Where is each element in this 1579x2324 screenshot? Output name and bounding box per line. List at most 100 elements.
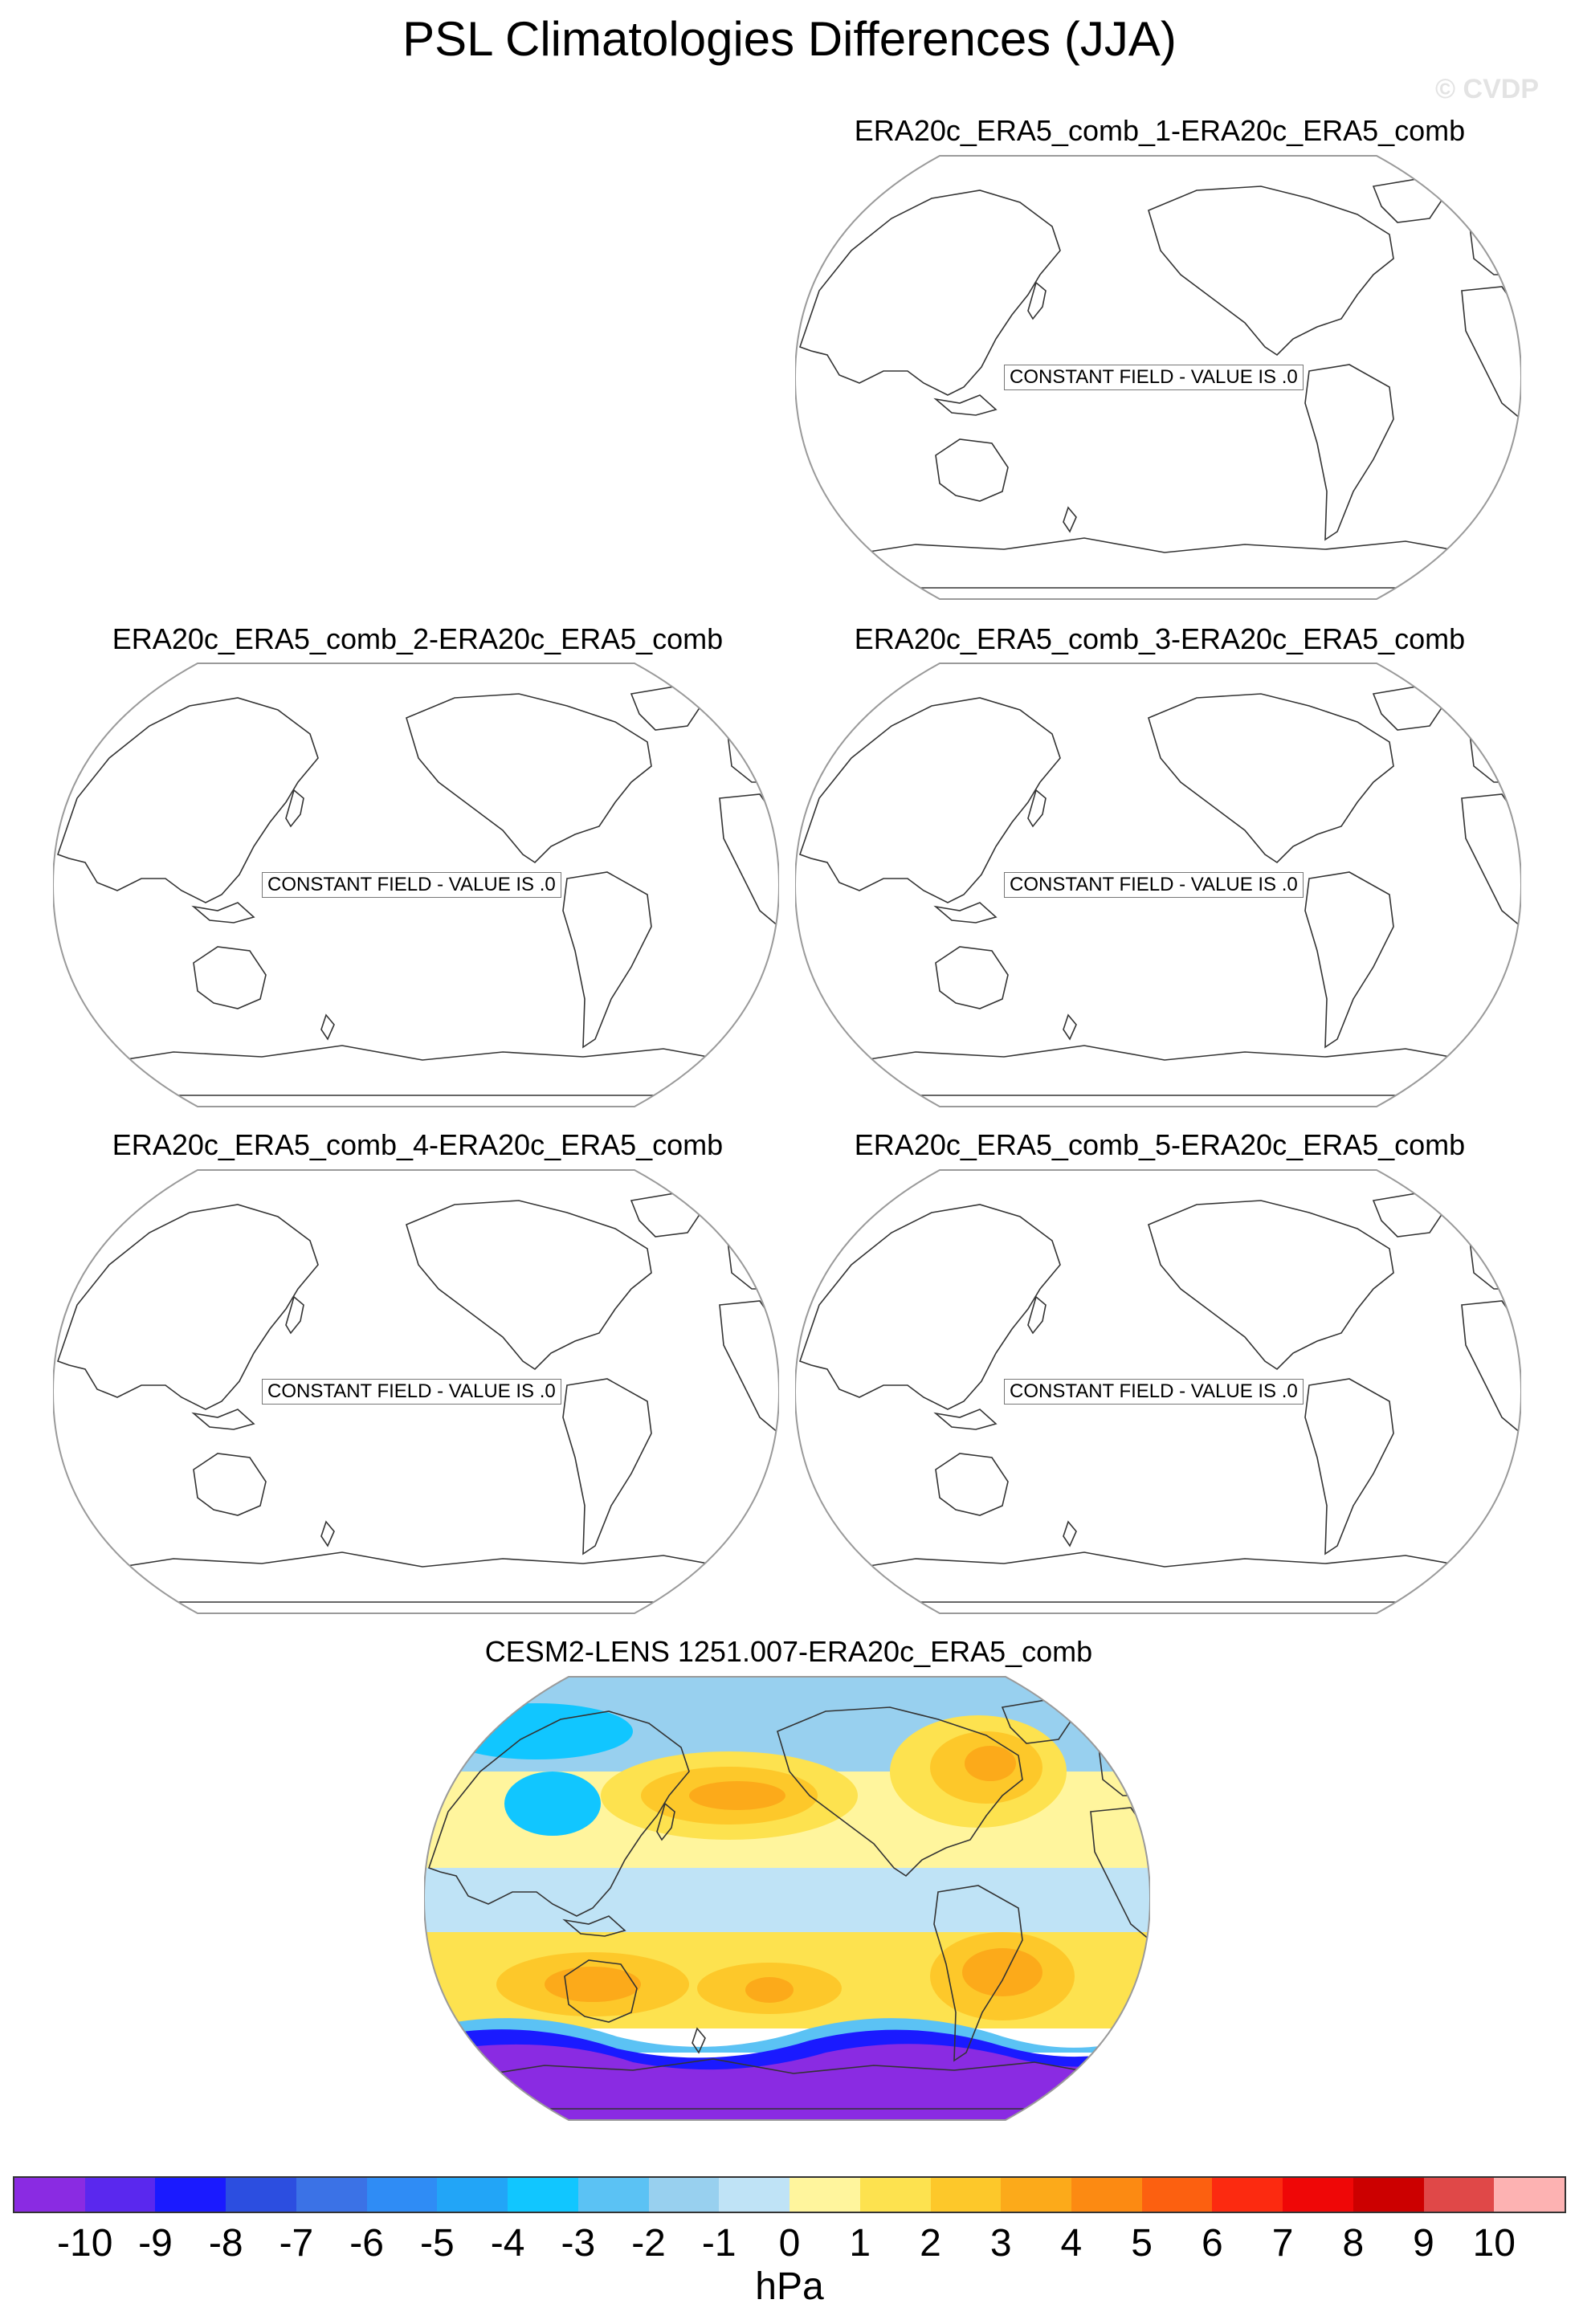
coastline xyxy=(656,1802,675,1841)
colorbar-tick-label: -4 xyxy=(490,2222,525,2265)
colorbar-swatch xyxy=(648,2178,720,2212)
map-panel-1 xyxy=(794,154,1523,601)
cvdp-watermark: © CVDP xyxy=(1435,74,1539,104)
colorbar-swatch xyxy=(859,2178,931,2212)
colorbar-swatch xyxy=(1423,2178,1495,2212)
coastline xyxy=(798,697,1061,903)
panel-title-4: ERA20c_ERA5_comb_4-ERA20c_ERA5_comb xyxy=(112,1128,724,1161)
map-outline xyxy=(51,663,781,1107)
colorbar-tick-label: -10 xyxy=(57,2222,113,2265)
coastline xyxy=(562,1915,626,1937)
colorbar-tick-label: -7 xyxy=(279,2222,314,2265)
coastline xyxy=(56,697,319,903)
colorbar-tick-label: -3 xyxy=(561,2222,596,2265)
coastline xyxy=(1461,286,1521,421)
coastline xyxy=(842,537,1488,589)
coastline xyxy=(719,793,779,928)
colorbar-tick-label: -1 xyxy=(701,2222,736,2265)
coastline xyxy=(777,1706,1023,1878)
coastline xyxy=(1469,717,1521,783)
colorbar-tick-label: 6 xyxy=(1202,2222,1223,2265)
coastline xyxy=(935,438,1009,502)
contour-band-tropics xyxy=(424,1868,1150,1932)
colorbar-tick-label: 7 xyxy=(1271,2222,1294,2265)
map-outline xyxy=(794,1169,1523,1614)
coastline xyxy=(933,902,998,923)
constant-field-label-1: CONSTANT FIELD - VALUE IS .0 xyxy=(1004,365,1304,390)
map-panel-2 xyxy=(51,662,781,1108)
coastline xyxy=(320,1520,335,1547)
colorbar-tick-label: 3 xyxy=(989,2222,1012,2265)
coastline xyxy=(471,2058,1117,2110)
coastlines xyxy=(798,685,1521,1096)
colorbar-swatch xyxy=(84,2178,156,2212)
colorbar-swatch xyxy=(366,2178,438,2212)
coastline xyxy=(191,1409,255,1430)
colorbar-tick-label: 2 xyxy=(920,2222,941,2265)
map-panel-5 xyxy=(794,1168,1523,1615)
coastline xyxy=(427,1710,690,1917)
colorbar-swatch xyxy=(1212,2178,1283,2212)
coastline xyxy=(193,946,267,1009)
map-panel-3 xyxy=(794,662,1523,1108)
coastlines xyxy=(427,1698,1150,2110)
colorbar-tick-label: -8 xyxy=(208,2222,243,2265)
constant-field-label-4: CONSTANT FIELD - VALUE IS .0 xyxy=(262,1379,561,1405)
coastline xyxy=(692,2027,706,2054)
colorbar-swatch xyxy=(1283,2178,1353,2212)
colorbar-tick-label: -9 xyxy=(138,2222,173,2265)
map-panel-4 xyxy=(51,1168,781,1615)
coastline xyxy=(406,693,652,864)
atlantic-high-core xyxy=(965,1746,1016,1781)
map-svg xyxy=(51,1169,781,1614)
colorbar-swatch xyxy=(508,2178,578,2212)
colorbar-tick-label: 9 xyxy=(1413,2222,1434,2265)
coastline xyxy=(285,789,304,828)
colorbar-swatch xyxy=(577,2178,649,2212)
coastline xyxy=(727,1224,779,1290)
coastline xyxy=(933,1409,998,1430)
coastline xyxy=(719,1300,779,1435)
colorbar-swatch xyxy=(1494,2178,1565,2212)
map-outline xyxy=(422,1676,1152,2121)
colorbar-swatch xyxy=(1141,2178,1213,2212)
coastline xyxy=(1027,789,1047,828)
coastline xyxy=(842,1045,1488,1096)
map-svg xyxy=(51,663,781,1107)
constant-field-label-5: CONSTANT FIELD - VALUE IS .0 xyxy=(1004,1379,1304,1405)
coastline xyxy=(1372,1192,1447,1237)
colorbar-tick-label: 0 xyxy=(778,2222,801,2265)
coastline xyxy=(1372,177,1447,223)
map-svg xyxy=(422,1676,1152,2121)
south-atlantic-core xyxy=(962,1948,1042,1996)
coastline xyxy=(1461,793,1521,928)
colorbar-units: hPa xyxy=(755,2265,824,2308)
panel-title-3: ERA20c_ERA5_comb_3-ERA20c_ERA5_comb xyxy=(854,622,1466,655)
coastline xyxy=(1304,364,1394,541)
colorbar-swatch xyxy=(790,2178,860,2212)
coastline xyxy=(56,1204,319,1410)
coastline xyxy=(842,1551,1488,1603)
colorbar-swatch xyxy=(1001,2178,1072,2212)
coastlines xyxy=(56,685,779,1096)
panel-title-2: ERA20c_ERA5_comb_2-ERA20c_ERA5_comb xyxy=(112,622,724,655)
coastline xyxy=(1027,1295,1047,1335)
colorbar-swatch xyxy=(14,2178,85,2212)
coastline xyxy=(1063,506,1077,533)
map-panel-6-filled xyxy=(422,1675,1152,2122)
south-indian-core xyxy=(545,1967,641,2002)
map-svg xyxy=(794,663,1523,1107)
colorbar xyxy=(13,2176,1566,2213)
coastline xyxy=(630,1192,705,1237)
colorbar-swatch xyxy=(437,2178,508,2212)
coastlines xyxy=(798,1192,1521,1603)
panel-title-5: ERA20c_ERA5_comb_5-ERA20c_ERA5_comb xyxy=(854,1128,1466,1161)
colorbar-tick-label: 8 xyxy=(1342,2222,1365,2265)
coastline xyxy=(1469,210,1521,275)
coastlines xyxy=(798,177,1521,589)
colorbar-tick-label: -5 xyxy=(420,2222,455,2265)
coastline xyxy=(935,946,1009,1009)
coastline xyxy=(320,1013,335,1041)
coastline xyxy=(562,871,652,1049)
map-svg xyxy=(794,1169,1523,1614)
